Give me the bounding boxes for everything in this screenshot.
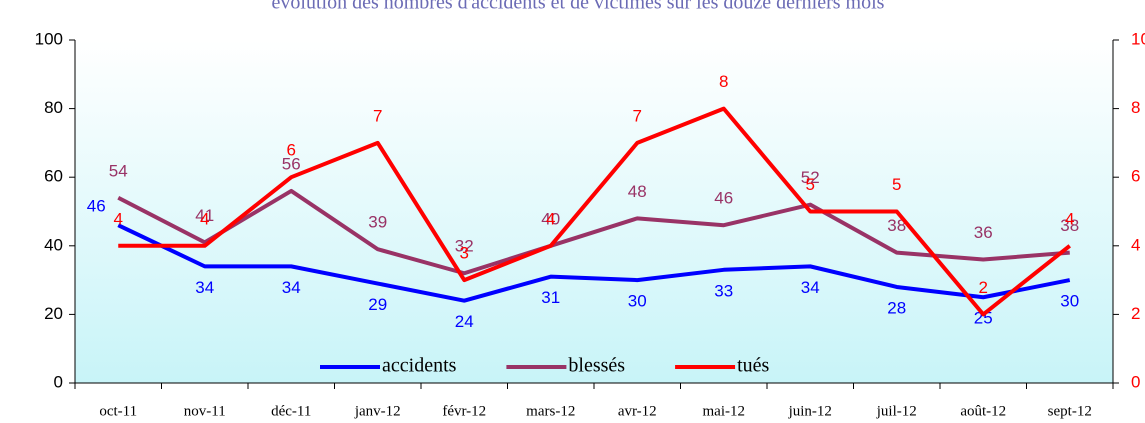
data-label: 36 bbox=[974, 223, 993, 242]
data-label: 33 bbox=[714, 281, 733, 300]
data-label: 30 bbox=[1060, 292, 1079, 311]
data-label: 48 bbox=[628, 182, 647, 201]
legend-label: tués bbox=[737, 355, 769, 377]
data-label: 32 bbox=[455, 237, 474, 256]
data-label: 28 bbox=[887, 298, 906, 317]
series-line bbox=[118, 106, 1071, 317]
data-label: 46 bbox=[714, 189, 733, 208]
data-label: 8 bbox=[719, 72, 728, 91]
data-label: 41 bbox=[195, 206, 214, 225]
x-tick-label: nov-11 bbox=[184, 403, 226, 419]
chart-title: évolution des nombres d'accidents et de … bbox=[272, 0, 885, 14]
x-tick-label: avr-12 bbox=[618, 403, 657, 419]
data-label: 34 bbox=[801, 278, 820, 297]
series-line bbox=[117, 188, 1070, 276]
x-tick-label: juil-12 bbox=[876, 403, 917, 419]
legend-label: blessés bbox=[568, 355, 625, 377]
y-tick-label: 0 bbox=[54, 372, 63, 391]
y2-tick-label: 2 bbox=[1131, 304, 1140, 323]
data-label: 30 bbox=[628, 292, 647, 311]
data-label: 3 bbox=[460, 244, 469, 263]
series-line bbox=[117, 223, 1071, 303]
data-label: 38 bbox=[1060, 216, 1079, 235]
data-label: 5 bbox=[806, 175, 815, 194]
data-label: 4 bbox=[114, 209, 123, 228]
data-label: 7 bbox=[373, 106, 382, 125]
y-tick-label: 40 bbox=[44, 235, 63, 254]
y2-tick-label: 4 bbox=[1131, 235, 1140, 254]
x-tick-label: févr-12 bbox=[442, 403, 486, 419]
x-tick-label: mai-12 bbox=[703, 403, 746, 419]
x-tick-label: août-12 bbox=[960, 403, 1006, 419]
data-label: 4 bbox=[1065, 209, 1074, 228]
y2-tick-label: 10 bbox=[1131, 29, 1145, 48]
data-label: 7 bbox=[633, 106, 642, 125]
y-tick-label: 80 bbox=[44, 98, 63, 117]
data-label: 56 bbox=[282, 154, 301, 173]
data-label: 34 bbox=[195, 278, 214, 297]
y-tick-label: 100 bbox=[35, 29, 63, 48]
data-label: 54 bbox=[109, 161, 128, 180]
y-tick-label: 20 bbox=[44, 304, 63, 323]
x-tick-label: janv-12 bbox=[354, 403, 401, 419]
data-label: 39 bbox=[368, 213, 387, 232]
data-label: 4 bbox=[200, 209, 209, 228]
y2-tick-label: 0 bbox=[1131, 372, 1140, 391]
data-label: 24 bbox=[455, 312, 474, 331]
x-tick-label: mars-12 bbox=[526, 403, 575, 419]
y-tick-label: 60 bbox=[44, 167, 63, 186]
data-label: 40 bbox=[541, 209, 560, 228]
y2-tick-label: 8 bbox=[1131, 98, 1140, 117]
x-tick-label: déc-11 bbox=[271, 403, 311, 419]
data-label: 38 bbox=[887, 216, 906, 235]
plot-area bbox=[75, 40, 1113, 383]
data-label: 52 bbox=[801, 168, 820, 187]
data-label: 2 bbox=[979, 278, 988, 297]
data-label: 34 bbox=[282, 278, 301, 297]
x-tick-label: oct-11 bbox=[99, 403, 137, 419]
y2-tick-label: 6 bbox=[1131, 167, 1140, 186]
data-label: 46 bbox=[87, 197, 106, 216]
legend-label: accidents bbox=[382, 355, 457, 377]
x-tick-label: sept-12 bbox=[1048, 403, 1092, 419]
data-label: 29 bbox=[368, 295, 387, 314]
data-label: 5 bbox=[892, 175, 901, 194]
x-tick-label: juin-12 bbox=[788, 403, 832, 419]
data-label: 4 bbox=[546, 209, 555, 228]
data-label: 31 bbox=[541, 288, 560, 307]
data-label: 25 bbox=[974, 309, 993, 328]
data-label: 6 bbox=[287, 141, 296, 160]
